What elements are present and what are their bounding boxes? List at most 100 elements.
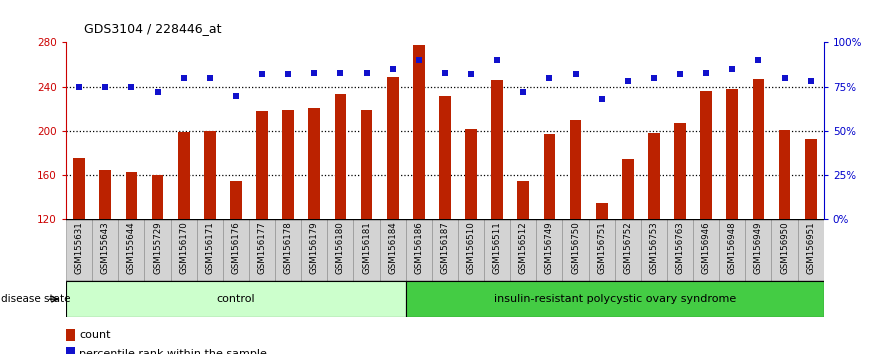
Text: GSM156751: GSM156751 bbox=[597, 221, 606, 274]
Bar bbox=[73, 158, 85, 352]
Text: GSM156948: GSM156948 bbox=[728, 221, 737, 274]
Bar bbox=[256, 111, 268, 352]
Bar bbox=[439, 96, 451, 352]
Text: GSM156763: GSM156763 bbox=[676, 221, 685, 274]
Point bbox=[72, 84, 86, 90]
Point bbox=[411, 57, 426, 63]
Bar bbox=[100, 170, 111, 352]
Text: GSM156179: GSM156179 bbox=[310, 221, 319, 274]
Point bbox=[803, 79, 818, 84]
Point bbox=[203, 75, 217, 81]
Point bbox=[490, 57, 504, 63]
Text: GSM155729: GSM155729 bbox=[153, 221, 162, 274]
Bar bbox=[745, 219, 772, 281]
Text: GSM156171: GSM156171 bbox=[205, 221, 214, 274]
Point bbox=[595, 96, 609, 102]
Point bbox=[778, 75, 792, 81]
Bar bbox=[648, 133, 660, 352]
Bar bbox=[517, 181, 529, 352]
Point bbox=[621, 79, 635, 84]
Bar bbox=[171, 219, 196, 281]
Point bbox=[98, 84, 112, 90]
Point bbox=[333, 70, 347, 75]
Point bbox=[673, 72, 687, 77]
Text: control: control bbox=[217, 294, 255, 304]
Text: count: count bbox=[79, 330, 111, 340]
Point bbox=[359, 70, 374, 75]
Point bbox=[307, 70, 322, 75]
Point bbox=[464, 72, 478, 77]
Text: GSM156170: GSM156170 bbox=[179, 221, 189, 274]
Point bbox=[700, 70, 714, 75]
Point bbox=[647, 75, 661, 81]
Bar bbox=[275, 219, 301, 281]
Bar bbox=[249, 219, 275, 281]
Bar bbox=[66, 219, 93, 281]
Text: GSM156511: GSM156511 bbox=[492, 221, 501, 274]
Bar bbox=[596, 203, 608, 352]
Text: disease state: disease state bbox=[1, 294, 70, 304]
Bar bbox=[118, 219, 144, 281]
Point bbox=[281, 72, 295, 77]
Text: GSM156176: GSM156176 bbox=[232, 221, 241, 274]
Bar bbox=[752, 79, 765, 352]
Text: GSM156178: GSM156178 bbox=[284, 221, 292, 274]
Bar bbox=[570, 120, 581, 352]
Bar bbox=[335, 95, 346, 352]
Point bbox=[151, 89, 165, 95]
Bar bbox=[465, 129, 477, 352]
Text: GSM155644: GSM155644 bbox=[127, 221, 136, 274]
Bar bbox=[693, 219, 719, 281]
Point bbox=[751, 57, 766, 63]
Bar bbox=[93, 219, 118, 281]
Point bbox=[725, 66, 739, 72]
Bar bbox=[223, 219, 249, 281]
Bar bbox=[387, 77, 398, 352]
Text: GSM156749: GSM156749 bbox=[545, 221, 554, 274]
Bar bbox=[674, 123, 686, 352]
Bar bbox=[700, 91, 712, 352]
Bar bbox=[413, 45, 425, 352]
Point bbox=[386, 66, 400, 72]
Bar bbox=[589, 219, 615, 281]
Bar bbox=[406, 281, 824, 317]
Point bbox=[176, 75, 190, 81]
Point bbox=[255, 72, 269, 77]
Text: GSM156951: GSM156951 bbox=[806, 221, 815, 274]
Bar bbox=[544, 134, 555, 352]
Bar bbox=[152, 175, 163, 352]
Bar bbox=[301, 219, 328, 281]
Bar bbox=[562, 219, 589, 281]
Text: GSM156512: GSM156512 bbox=[519, 221, 528, 274]
Bar bbox=[458, 219, 484, 281]
Text: GSM156950: GSM156950 bbox=[780, 221, 789, 274]
Bar bbox=[537, 219, 562, 281]
Bar bbox=[353, 219, 380, 281]
Text: GSM156187: GSM156187 bbox=[440, 221, 449, 274]
Bar bbox=[308, 108, 320, 352]
Text: GSM155643: GSM155643 bbox=[100, 221, 110, 274]
Point bbox=[543, 75, 557, 81]
Bar bbox=[66, 347, 75, 354]
Bar bbox=[282, 110, 294, 352]
Text: GDS3104 / 228446_at: GDS3104 / 228446_at bbox=[84, 22, 221, 35]
Bar bbox=[178, 132, 189, 352]
Bar bbox=[484, 219, 510, 281]
Text: GSM156186: GSM156186 bbox=[414, 221, 423, 274]
Bar bbox=[432, 219, 458, 281]
Bar bbox=[196, 219, 223, 281]
Bar bbox=[727, 89, 738, 352]
Bar bbox=[797, 219, 824, 281]
Bar bbox=[772, 219, 797, 281]
Text: GSM156181: GSM156181 bbox=[362, 221, 371, 274]
Bar bbox=[667, 219, 693, 281]
Text: GSM156752: GSM156752 bbox=[623, 221, 633, 274]
Text: GSM155631: GSM155631 bbox=[75, 221, 84, 274]
Point bbox=[124, 84, 138, 90]
Bar bbox=[204, 131, 216, 352]
Bar bbox=[719, 219, 745, 281]
Text: insulin-resistant polycystic ovary syndrome: insulin-resistant polycystic ovary syndr… bbox=[493, 294, 736, 304]
Text: percentile rank within the sample: percentile rank within the sample bbox=[79, 348, 267, 354]
Bar bbox=[406, 219, 432, 281]
Bar bbox=[380, 219, 406, 281]
